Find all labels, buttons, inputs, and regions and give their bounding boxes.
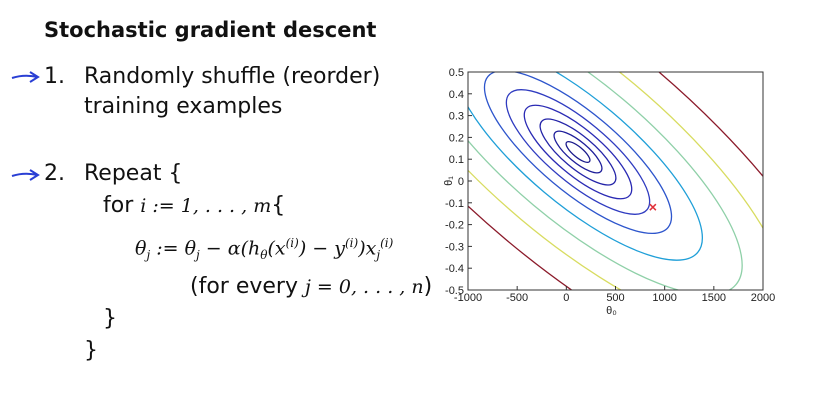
arrow (11, 71, 40, 83)
contour (483, 72, 673, 235)
x-tick-label: 0 (563, 292, 569, 304)
y-tick-label: -0.4 (445, 263, 464, 275)
text: { (271, 193, 286, 218)
contour (523, 104, 633, 200)
math: j = 0, . . . , n (304, 276, 424, 298)
step-text: Repeat { (84, 161, 183, 186)
contours (468, 72, 763, 290)
y-tick-label: 0.1 (449, 154, 464, 166)
step-text: training examples (84, 94, 283, 119)
contour (505, 89, 651, 215)
math: j (146, 248, 151, 263)
plot: -1000 -500 0 500 1000 1500 2000 -0.5 -0.4 -0.3 -0.… (443, 67, 775, 317)
y-tick-label: 0.5 (449, 67, 464, 79)
brace: } (84, 338, 98, 363)
x-axis-label: θ₀ (606, 305, 617, 317)
x-tick-label: 1000 (652, 292, 676, 304)
y-tick-label: -0.3 (445, 241, 464, 253)
y-tick-label: 0.2 (449, 132, 464, 144)
contour (468, 72, 763, 290)
contour (468, 72, 704, 261)
point (649, 203, 657, 211)
step-number: 1. (44, 64, 65, 89)
note: (for every j = 0, . . . , n) (190, 274, 432, 299)
step-number: 2. (44, 161, 65, 186)
contour (539, 118, 617, 186)
x-tick-label: 500 (606, 292, 624, 304)
contour (468, 72, 763, 290)
math: (i) (285, 236, 299, 250)
math: (x (267, 237, 286, 260)
y-tick-label: -0.2 (445, 220, 464, 232)
x-tick-label: -500 (506, 292, 528, 304)
math: j (196, 248, 200, 263)
y-tick-label: 0.3 (449, 111, 464, 123)
math: − α(h (199, 237, 261, 260)
contour (468, 72, 743, 290)
text: (for every (190, 274, 305, 299)
y-axis-label: θ₁ (443, 176, 455, 186)
formula: θj := θj − α(hθ(x(i)) − y(i))xj(i) (135, 236, 393, 262)
step-text: Randomly shuffle (reorder) (84, 64, 381, 89)
contour (553, 130, 603, 174)
arrow (11, 169, 40, 181)
y-tick-label: -0.5 (445, 285, 464, 297)
math: θ (260, 248, 268, 263)
math: := θ (150, 237, 197, 260)
brace: } (103, 306, 117, 331)
loop: for i := 1, . . . , m{ (103, 193, 285, 218)
y-tick-label: 0 (458, 176, 464, 188)
contour (565, 140, 591, 164)
x-tick-label: -1000 (454, 292, 482, 304)
math: ) − y (298, 237, 345, 260)
x-tick-label: 1500 (702, 292, 726, 304)
y-tick-label: 0.4 (449, 89, 464, 101)
math: j (376, 248, 381, 263)
math: (i) (344, 236, 359, 250)
math: θ (135, 237, 147, 260)
title: Stochastic gradient descent (44, 18, 377, 42)
y-tick-label: -0.1 (445, 198, 464, 210)
text: ) (423, 274, 433, 299)
x-tick-label: 2000 (751, 292, 775, 304)
text: for (103, 193, 141, 218)
math: (i) (380, 236, 394, 250)
math: i := 1, . . . , m (140, 195, 272, 217)
math: )x (358, 237, 377, 260)
